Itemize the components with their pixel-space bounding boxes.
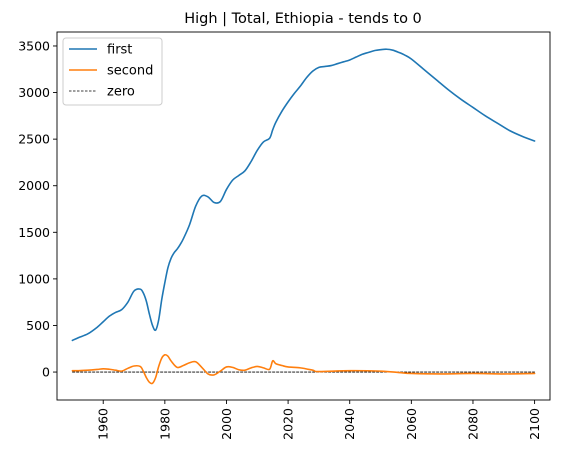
x-tick-label: 2060 bbox=[404, 408, 419, 440]
plot-area bbox=[71, 48, 536, 385]
x-tick-label: 2080 bbox=[465, 408, 480, 440]
legend-label-second: second bbox=[107, 64, 153, 79]
y-tick-label: 500 bbox=[26, 318, 50, 333]
y-tick-label: 1500 bbox=[18, 225, 50, 240]
y-tick-label: 2000 bbox=[18, 178, 50, 193]
y-tick-label: 3000 bbox=[18, 85, 50, 100]
x-tick-label: 2000 bbox=[219, 408, 234, 440]
legend-label-zero: zero bbox=[107, 85, 135, 100]
chart-title: High | Total, Ethiopia - tends to 0 bbox=[184, 11, 422, 27]
y-tick-label: 3500 bbox=[18, 38, 50, 53]
y-tick-label: 0 bbox=[42, 365, 50, 380]
legend-box bbox=[62, 37, 163, 106]
x-tick-label: 2040 bbox=[342, 408, 357, 440]
series-line-second bbox=[71, 353, 536, 385]
x-tick-label: 2100 bbox=[527, 408, 542, 440]
x-tick-label: 1980 bbox=[157, 408, 172, 440]
series-line-first bbox=[71, 48, 536, 342]
legend-label-first: first bbox=[107, 43, 132, 58]
plot-frame bbox=[56, 31, 551, 401]
x-tick-label: 1960 bbox=[96, 408, 111, 440]
legend: first second zero bbox=[62, 37, 163, 106]
y-tick-label: 1000 bbox=[18, 271, 50, 286]
y-tick-label: 2500 bbox=[18, 132, 50, 147]
x-tick-label: 2020 bbox=[281, 408, 296, 440]
axes: 0 500 1000 1500 2000 2500 3000 3500 1960 1980 2000… bbox=[18, 38, 542, 439]
